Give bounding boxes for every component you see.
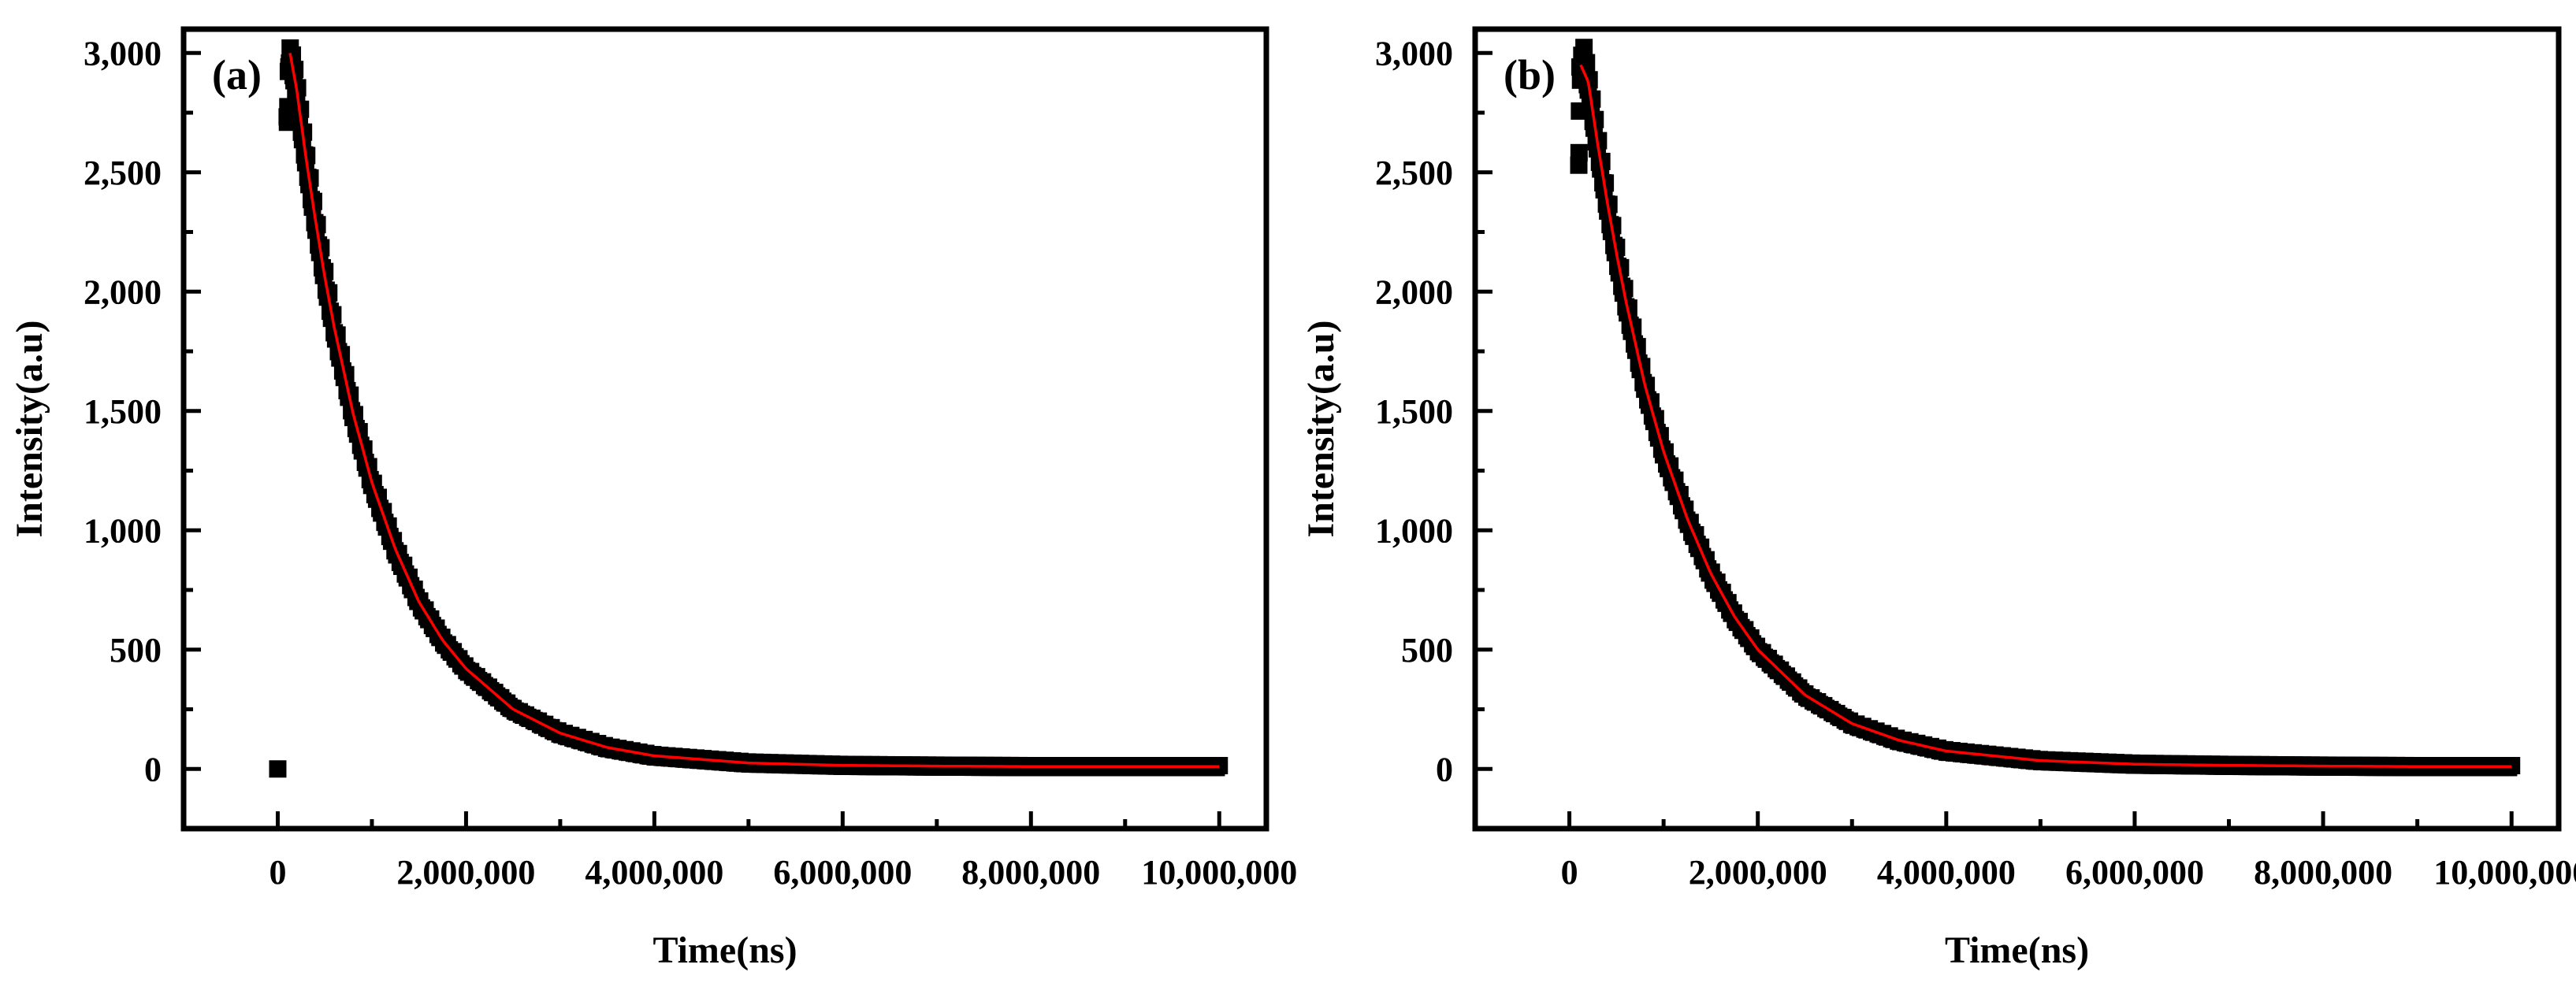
y-tick-label: 2,500 — [84, 154, 162, 192]
panel-label: (a) — [212, 51, 262, 98]
x-tick-label: 8,000,000 — [2254, 853, 2392, 892]
x-tick-label: 0 — [269, 853, 286, 892]
y-tick-label: 1,500 — [1375, 392, 1453, 431]
x-tick-label: 2,000,000 — [1689, 853, 1827, 892]
y-tick-label: 2,500 — [1375, 154, 1453, 192]
data-series-markers — [269, 39, 1229, 778]
x-tick-label: 4,000,000 — [1877, 853, 2016, 892]
data-point — [286, 61, 304, 79]
y-tick-label: 3,000 — [84, 34, 162, 72]
x-tick-label: 6,000,000 — [2065, 853, 2204, 892]
data-point — [269, 760, 287, 778]
x-tick-label: 0 — [1561, 853, 1578, 892]
x-tick-label: 8,000,000 — [961, 853, 1100, 892]
plot-frame — [1472, 26, 2562, 832]
y-tick-label: 1,500 — [84, 392, 162, 431]
x-axis-title: Time(ns) — [652, 929, 797, 971]
y-axis-title: Intensity(a.u) — [9, 320, 50, 537]
x-tick-label: 10,000,000 — [1141, 853, 1297, 892]
y-tick-label: 0 — [144, 750, 162, 788]
y-tick-label: 2,000 — [84, 273, 162, 311]
y-axis-title: Intensity(a.u) — [1300, 320, 1342, 537]
x-tick-label: 10,000,000 — [2433, 853, 2576, 892]
x-axis-title: Time(ns) — [1945, 929, 2089, 971]
y-tick-label: 1,000 — [84, 511, 162, 550]
y-tick-label: 0 — [1436, 750, 1453, 788]
data-point — [2503, 757, 2521, 775]
chart-panel-a: 0 2,000,000 4,000,000 6,000,000 8,000,000 10,… — [9, 26, 1297, 971]
data-point — [1575, 39, 1593, 57]
data-point — [1578, 54, 1596, 72]
y-tick-label: 3,000 — [1375, 34, 1453, 72]
y-tick-label: 500 — [1401, 631, 1453, 670]
fit-curve — [1579, 64, 2512, 768]
plot-frame — [180, 26, 1269, 832]
data-point — [1570, 143, 1588, 161]
data-point — [284, 46, 302, 64]
y-tick-label: 500 — [110, 631, 162, 670]
x-tick-label: 6,000,000 — [773, 853, 912, 892]
x-tick-label: 4,000,000 — [585, 853, 723, 892]
x-tick-label: 2,000,000 — [396, 853, 535, 892]
y-tick-label: 2,000 — [1375, 273, 1453, 311]
panel-label: (b) — [1504, 51, 1556, 98]
fit-curve — [288, 52, 1220, 768]
data-series-markers — [1570, 39, 2521, 777]
chart-panel-b: 0 2,000,000 4,000,000 6,000,000 8,000,000 10,… — [1300, 26, 2576, 971]
y-tick-label: 1,000 — [1375, 511, 1453, 550]
